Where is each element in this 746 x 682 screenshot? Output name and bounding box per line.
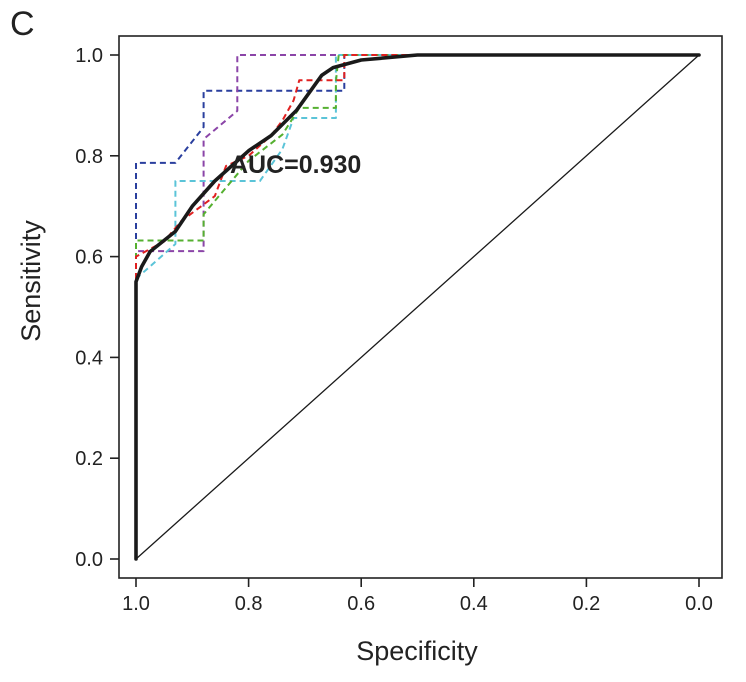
series-fold-navy (135, 54, 699, 559)
x-tick-label: 0.8 (235, 593, 263, 615)
x-axis-title: Specificity (356, 636, 478, 666)
x-tick-label: 0.0 (685, 593, 713, 615)
series-reference (135, 54, 700, 560)
series-fold-green (135, 54, 699, 559)
auc-annotation: AUC=0.930 (230, 151, 361, 179)
plot-frame (118, 35, 723, 579)
y-tick-label: 0.2 (75, 448, 103, 470)
y-tick-label: 0.8 (75, 146, 103, 168)
x-tick-label: 0.2 (572, 593, 600, 615)
series-layer (134, 53, 701, 561)
series-fold-red (135, 54, 699, 559)
x-tick-label: 0.6 (347, 593, 375, 615)
x-tick-label: 1.0 (122, 593, 150, 615)
y-tick-label: 1.0 (75, 45, 103, 67)
axis-layer: 1.0 0.8 0.6 0.4 0.2 0.0 0.0 0.2 0.4 0.6 0.8 1.0 (75, 45, 713, 615)
y-tick-label: 0.4 (75, 347, 103, 369)
y-tick-label: 0.0 (75, 549, 103, 571)
panel-label: C (10, 5, 35, 43)
y-axis-title: Sensitivity (16, 220, 46, 342)
x-tick-label: 0.4 (460, 593, 488, 615)
y-tick-label: 0.6 (75, 247, 103, 269)
series-fold-purple (135, 54, 699, 559)
series-overall (134, 53, 701, 561)
